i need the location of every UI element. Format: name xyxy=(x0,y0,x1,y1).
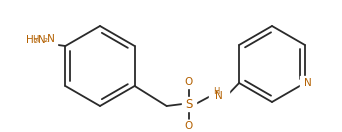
Bar xyxy=(300,76,316,90)
Bar xyxy=(19,33,51,47)
Text: N: N xyxy=(304,78,312,88)
Bar xyxy=(183,76,195,88)
Text: ₂N: ₂N xyxy=(43,34,55,44)
Bar xyxy=(183,120,195,132)
Bar xyxy=(182,97,196,111)
Text: N: N xyxy=(215,91,223,101)
Text: H₂N: H₂N xyxy=(26,35,45,45)
Text: S: S xyxy=(185,98,192,110)
Text: H: H xyxy=(213,86,220,95)
Text: H: H xyxy=(32,34,39,44)
Bar xyxy=(17,34,57,48)
Text: O: O xyxy=(185,77,193,87)
Bar xyxy=(209,88,229,104)
Text: O: O xyxy=(185,121,193,131)
